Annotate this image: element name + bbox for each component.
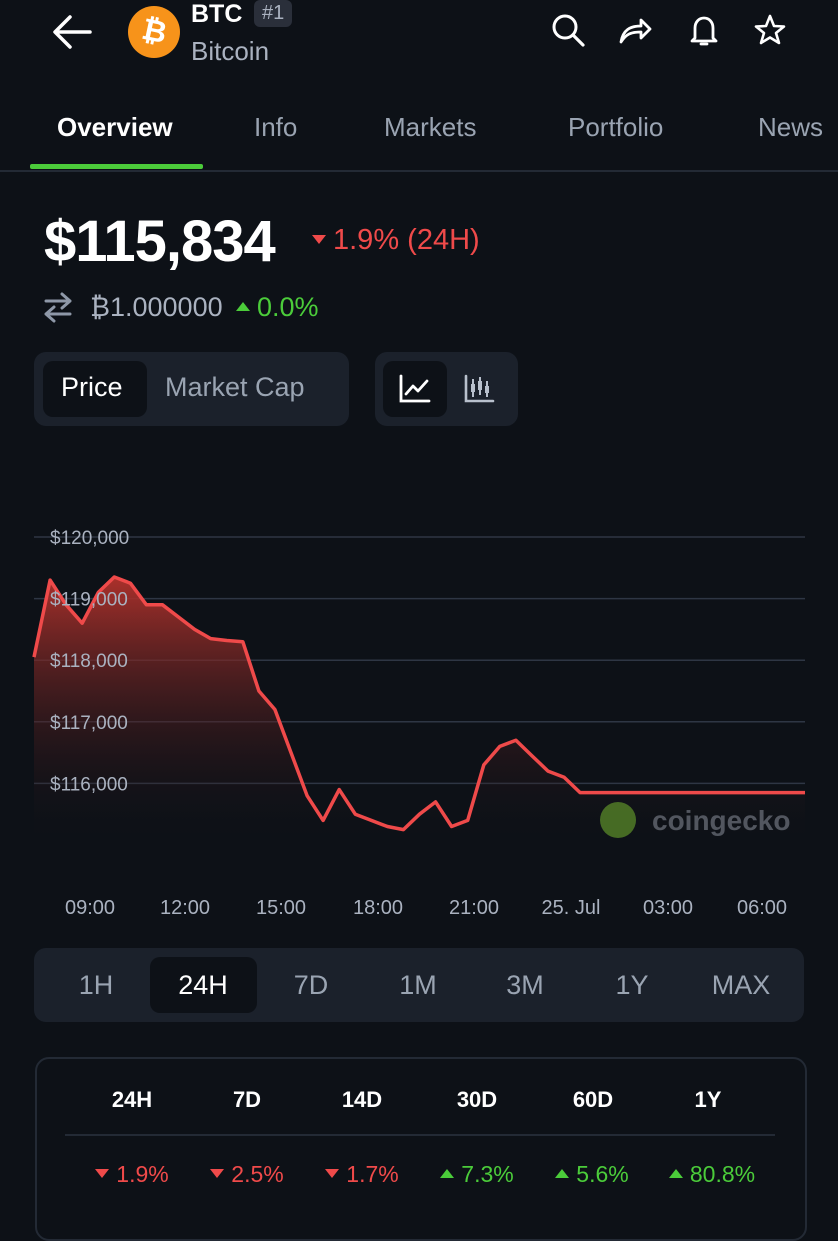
chart-type-toggle	[375, 352, 518, 426]
candlestick-chart-icon[interactable]	[463, 374, 495, 404]
range-3m[interactable]: 3M	[506, 970, 544, 1000]
bitcoin-logo-icon: ₿	[128, 6, 180, 58]
perf-divider	[65, 1134, 775, 1136]
caret-up-icon	[668, 1169, 683, 1179]
coingecko-watermark: coingecko	[600, 802, 790, 838]
y-tick-label: $120,000	[50, 528, 129, 549]
watermark-text: coingecko	[652, 805, 790, 836]
x-tick-label: 06:00	[737, 897, 787, 919]
rank-badge: #1	[254, 0, 293, 27]
perf-header-24h: 24H	[111, 1087, 153, 1112]
tab-bar: Overview Info Markets Portfolio News	[0, 100, 838, 172]
perf-1y-text: 80.8%	[689, 1161, 756, 1187]
price-marketcap-toggle: Price Market Cap	[34, 352, 349, 426]
range-1h[interactable]: 1H	[78, 970, 114, 1000]
perf-header-60d: 60D	[572, 1087, 614, 1112]
tab-info[interactable]: Info	[254, 112, 298, 142]
price-toggle-button[interactable]: Price	[61, 372, 123, 402]
range-max[interactable]: MAX	[711, 970, 771, 1000]
star-icon[interactable]	[752, 12, 788, 48]
price-change-24h: 1.9% (24H)	[312, 224, 480, 257]
perf-value-30d: 7.3%	[422, 1161, 532, 1188]
range-1y[interactable]: 1Y	[615, 970, 649, 1000]
price-chart[interactable]: coingecko $120,000 $119,000 $118,000 $117,0…	[0, 500, 838, 930]
share-icon[interactable]	[617, 12, 653, 48]
perf-14d-text: 1.7%	[346, 1161, 399, 1187]
perf-value-24h: 1.9%	[77, 1161, 187, 1188]
y-tick-label: $116,000	[50, 774, 128, 795]
tab-markets[interactable]: Markets	[384, 112, 477, 142]
perf-header-7d: 7D	[232, 1087, 262, 1112]
performance-table: 24H 7D 14D 30D 60D 1Y 1.9% 2.5% 1.7% 7.3…	[35, 1057, 807, 1241]
caret-down-icon	[325, 1169, 340, 1179]
coingecko-logo-icon	[600, 802, 636, 838]
tab-overview[interactable]: Overview	[57, 112, 173, 142]
perf-30d-text: 7.3%	[461, 1161, 514, 1187]
btc-value: ₿1.000000	[90, 292, 223, 322]
range-selection	[150, 957, 257, 1013]
caret-down-icon	[210, 1169, 225, 1179]
active-tab-indicator	[30, 164, 203, 169]
x-tick-label: 25. Jul	[542, 897, 601, 919]
perf-24h-text: 1.9%	[116, 1161, 169, 1187]
y-tick-label: $119,000	[50, 590, 128, 611]
toggle-selection	[43, 361, 147, 417]
perf-value-60d: 5.6%	[537, 1161, 647, 1188]
line-chart-icon[interactable]	[398, 374, 432, 404]
tab-portfolio[interactable]: Portfolio	[568, 112, 664, 142]
x-tick-label: 03:00	[643, 897, 693, 919]
perf-header-14d: 14D	[341, 1087, 383, 1112]
coin-name: Bitcoin	[191, 36, 270, 66]
tab-news[interactable]: News	[758, 112, 824, 142]
back-arrow-icon[interactable]	[50, 12, 94, 52]
market-cap-toggle-button[interactable]: Market Cap	[165, 372, 305, 402]
perf-value-7d: 2.5%	[192, 1161, 302, 1188]
caret-up-icon	[236, 302, 250, 312]
bell-icon[interactable]	[686, 12, 722, 48]
perf-7d-text: 2.5%	[231, 1161, 284, 1187]
price-line	[32, 575, 805, 832]
price-change-24h-value: 1.9% (24H)	[333, 224, 480, 256]
perf-header-30d: 30D	[456, 1087, 498, 1112]
coin-symbol: BTC	[191, 0, 243, 28]
caret-up-icon	[555, 1169, 570, 1179]
y-tick-label: $118,000	[50, 651, 128, 672]
y-tick-label: $117,000	[50, 713, 128, 734]
caret-up-icon	[440, 1169, 455, 1179]
x-tick-label: 09:00	[65, 897, 115, 919]
x-tick-label: 15:00	[256, 897, 306, 919]
caret-down-icon	[95, 1169, 110, 1179]
perf-value-1y: 80.8%	[657, 1161, 767, 1188]
time-range-selector: 1H 24H 7D 1M 3M 1Y MAX	[34, 948, 804, 1022]
perf-header-1y: 1Y	[694, 1087, 722, 1112]
range-7d[interactable]: 7D	[293, 970, 329, 1000]
swap-arrows-icon	[44, 292, 72, 323]
current-price: $115,834	[44, 209, 276, 274]
x-tick-label: 21:00	[449, 897, 499, 919]
range-1m[interactable]: 1M	[399, 970, 437, 1000]
caret-down-icon	[312, 234, 326, 244]
perf-value-14d: 1.7%	[307, 1161, 417, 1188]
search-icon[interactable]	[550, 12, 586, 48]
perf-60d-text: 5.6%	[576, 1161, 629, 1187]
range-24h[interactable]: 24H	[178, 970, 228, 1000]
btc-change-value: 0.0%	[257, 292, 319, 322]
price-area-fill	[34, 577, 805, 845]
btc-change: 0.0%	[236, 292, 319, 323]
x-tick-label: 18:00	[353, 897, 403, 919]
x-tick-label: 12:00	[160, 897, 210, 919]
top-bar: ₿ BTC #1 Bitcoin	[0, 0, 838, 80]
